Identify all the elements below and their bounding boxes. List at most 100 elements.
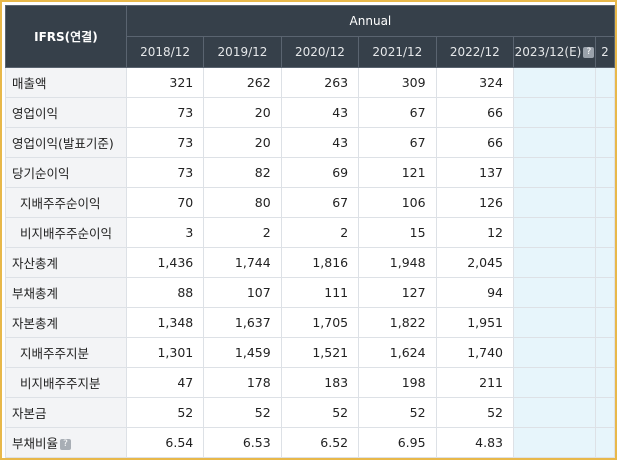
period-header: 2019/12 [203, 36, 282, 68]
value-cell: 82 [203, 157, 282, 188]
estimate-cell-cutoff [594, 97, 615, 128]
row-label-text: 영업이익 [12, 106, 59, 121]
value-cell: 70 [125, 187, 205, 218]
row-label: 당기순이익 [5, 157, 127, 188]
table-header: IFRS(연결) Annual 2018/12 2019/12 2020/12 … [5, 5, 615, 68]
value-cell: 107 [203, 277, 282, 308]
estimate-cell-cutoff [594, 247, 615, 278]
value-cell: 67 [358, 127, 437, 158]
value-cell: 1,348 [125, 307, 205, 338]
value-cell: 1,951 [435, 307, 515, 338]
question-icon[interactable]: ? [60, 439, 72, 450]
value-cell: 1,436 [125, 247, 205, 278]
value-cell: 73 [125, 127, 205, 158]
value-cell: 3 [125, 217, 205, 248]
row-label: 자본총계 [5, 307, 127, 338]
value-cell: 66 [435, 127, 515, 158]
table-row: 지배주주지분 1,301 1,459 1,521 1,624 1,740 [5, 337, 615, 368]
period-header-cutoff: 2 [594, 36, 615, 68]
row-label-text: 자본금 [12, 406, 47, 421]
table-row: 영업이익 73 20 43 67 66 [5, 97, 615, 128]
estimate-cell-cutoff [594, 67, 615, 98]
value-cell: 324 [435, 67, 515, 98]
value-cell: 127 [358, 277, 437, 308]
row-label: 자산총계 [5, 247, 127, 278]
value-cell: 20 [203, 127, 282, 158]
row-label: 비지배주주지분 [5, 367, 127, 398]
table-row: 영업이익(발표기준) 73 20 43 67 66 [5, 127, 615, 158]
value-cell: 211 [435, 367, 515, 398]
value-cell: 67 [358, 97, 437, 128]
row-label-text: 비지배주주지분 [20, 376, 101, 391]
estimate-period-label: 2023/12(E) [514, 45, 582, 59]
value-cell: 80 [203, 187, 282, 218]
value-cell: 69 [280, 157, 360, 188]
value-cell: 52 [125, 397, 205, 428]
table-body: 매출액 321 262 263 309 324 영업이익 73 20 43 67 66 영업이익(발표기… [5, 67, 615, 458]
row-label-text: 영업이익(발표기준) [12, 136, 114, 151]
table-row: 자산총계 1,436 1,744 1,816 1,948 2,045 [5, 247, 615, 278]
row-label-text: 자산총계 [12, 256, 59, 271]
value-cell: 2 [280, 217, 360, 248]
value-cell: 321 [125, 67, 205, 98]
value-cell: 126 [435, 187, 515, 218]
row-label-text: 자본총계 [12, 316, 59, 331]
value-cell: 52 [358, 397, 437, 428]
value-cell: 2,045 [435, 247, 515, 278]
estimate-cell [513, 367, 596, 398]
row-label-text: 지배주주순이익 [20, 196, 101, 211]
period-header: 2021/12 [358, 36, 437, 68]
value-cell: 43 [280, 127, 360, 158]
value-cell: 178 [203, 367, 282, 398]
value-cell: 1,521 [280, 337, 360, 368]
value-cell: 111 [280, 277, 360, 308]
annual-group-header: Annual [125, 5, 615, 37]
accounting-standard-header: IFRS(연결) [5, 5, 127, 68]
estimate-cell [513, 397, 596, 428]
value-cell: 6.53 [203, 427, 282, 458]
value-cell: 94 [435, 277, 515, 308]
value-cell: 47 [125, 367, 205, 398]
estimate-cell [513, 247, 596, 278]
estimate-cell-cutoff [594, 337, 615, 368]
estimate-cell [513, 157, 596, 188]
table-row: 비지배주주순이익 3 2 2 15 12 [5, 217, 615, 248]
question-icon[interactable]: ? [583, 47, 595, 58]
estimate-cell-cutoff [594, 127, 615, 158]
estimate-period-header: 2023/12(E)? [513, 36, 596, 68]
estimate-cell-cutoff [594, 217, 615, 248]
value-cell: 262 [203, 67, 282, 98]
estimate-cell [513, 67, 596, 98]
value-cell: 1,740 [435, 337, 515, 368]
row-label: 지배주주순이익 [5, 187, 127, 218]
value-cell: 1,822 [358, 307, 437, 338]
value-cell: 1,705 [280, 307, 360, 338]
value-cell: 106 [358, 187, 437, 218]
value-cell: 2 [203, 217, 282, 248]
value-cell: 66 [435, 97, 515, 128]
estimate-cell-cutoff [594, 397, 615, 428]
row-label-text: 당기순이익 [12, 166, 70, 181]
period-header: 2022/12 [435, 36, 515, 68]
row-label: 매출액 [5, 67, 127, 98]
estimate-cell-cutoff [594, 367, 615, 398]
value-cell: 6.95 [358, 427, 437, 458]
value-cell: 1,301 [125, 337, 205, 368]
value-cell: 12 [435, 217, 515, 248]
value-cell: 4.83 [435, 427, 515, 458]
value-cell: 6.52 [280, 427, 360, 458]
row-label-text: 부채총계 [12, 286, 59, 301]
table-row: 자본총계 1,348 1,637 1,705 1,822 1,951 [5, 307, 615, 338]
estimate-cell [513, 307, 596, 338]
financial-summary-table: IFRS(연결) Annual 2018/12 2019/12 2020/12 … [5, 5, 615, 458]
table-row: 비지배주주지분 47 178 183 198 211 [5, 367, 615, 398]
value-cell: 88 [125, 277, 205, 308]
period-header: 2018/12 [125, 36, 205, 68]
value-cell: 67 [280, 187, 360, 218]
row-label: 지배주주지분 [5, 337, 127, 368]
table-row: 자본금 52 52 52 52 52 [5, 397, 615, 428]
value-cell: 1,816 [280, 247, 360, 278]
row-label-text: 매출액 [12, 76, 47, 91]
table-row: 지배주주순이익 70 80 67 106 126 [5, 187, 615, 218]
